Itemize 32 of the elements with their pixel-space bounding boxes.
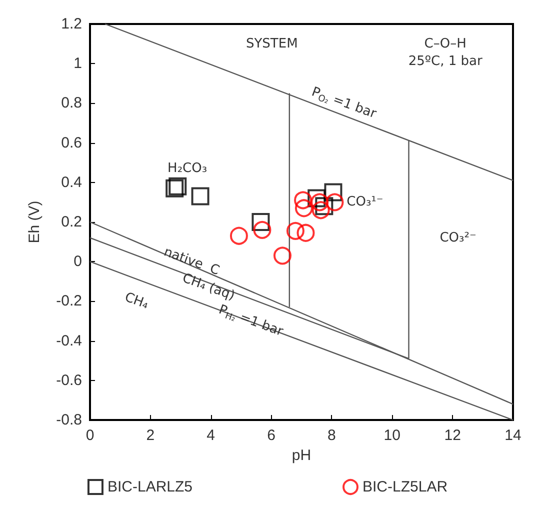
y-tick-label: -0.6	[56, 372, 82, 389]
annotation: 25ºC, 1 bar	[408, 54, 483, 70]
annotation: C–O–H	[424, 36, 466, 52]
x-tick-label: 14	[504, 427, 522, 444]
legend-label: BIC-LARLZ5	[107, 478, 193, 496]
y-tick-label: 0.2	[61, 214, 82, 230]
x-tick-label: 10	[384, 427, 400, 444]
y-tick-label: 0.8	[61, 94, 82, 112]
x-tick-label: 6	[267, 427, 276, 444]
legend-label: BIC-LZ5LAR	[362, 478, 448, 496]
x-axis-title: pH	[292, 446, 312, 464]
y-tick-label: 0.4	[61, 174, 82, 191]
y-tick-label: -0.8	[56, 412, 82, 428]
x-tick-label: 12	[444, 427, 461, 444]
annotation: CO₃²⁻	[440, 230, 476, 246]
y-tick-label: -0.2	[56, 292, 82, 310]
y-axis-title: Eh (V)	[26, 200, 43, 244]
x-tick-label: 8	[328, 427, 336, 444]
x-tick-label: 0	[86, 427, 94, 444]
annotation: PO₂ =1 bar	[310, 84, 379, 122]
annotation: PH₂ =1 bar	[216, 302, 286, 340]
annotation: CO₃¹⁻	[346, 194, 384, 210]
annotation: SYSTEM	[246, 36, 298, 52]
y-tick-label: 1	[74, 55, 82, 72]
y-tick-label: 1.2	[61, 16, 82, 32]
annotation: CH₄	[122, 290, 150, 312]
y-tick-label: 0.6	[61, 134, 82, 152]
annotation: H₂CO₃	[168, 161, 208, 176]
y-tick-label: 0	[74, 253, 82, 270]
x-tick-label: 2	[146, 427, 155, 444]
y-tick-label: -0.4	[56, 332, 82, 350]
x-tick-label: 4	[206, 427, 216, 444]
